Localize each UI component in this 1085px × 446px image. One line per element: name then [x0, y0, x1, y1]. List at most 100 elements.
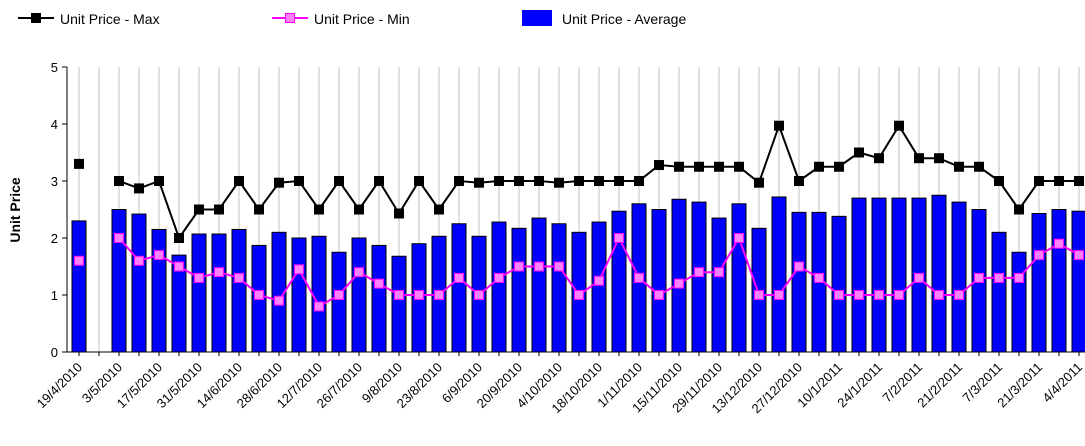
bar	[191, 233, 207, 353]
point-marker	[454, 272, 464, 283]
bar	[1031, 212, 1047, 353]
point-marker	[594, 275, 604, 286]
bar	[151, 228, 167, 353]
point-marker	[254, 290, 264, 300]
legend-marker	[285, 13, 295, 23]
point-marker	[354, 204, 364, 215]
bar	[871, 197, 887, 353]
bar	[531, 217, 547, 353]
point-marker	[1054, 176, 1064, 186]
point-marker	[774, 120, 784, 131]
point-marker	[534, 176, 544, 186]
point-marker	[894, 290, 904, 300]
y-tick-label: 2	[51, 231, 58, 246]
point-marker	[834, 290, 844, 300]
point-marker	[154, 250, 164, 261]
bar	[291, 237, 307, 353]
legend-label: Unit Price - Max	[60, 11, 160, 27]
point-marker	[374, 176, 384, 186]
point-marker	[334, 176, 344, 186]
point-marker	[934, 290, 944, 300]
point-marker	[514, 176, 524, 186]
bar	[71, 220, 87, 353]
x-tick-label: 4/4/2011	[1039, 360, 1085, 406]
point-marker	[434, 290, 444, 300]
point-marker	[414, 290, 424, 300]
point-marker	[234, 176, 244, 186]
bar	[491, 221, 507, 353]
point-marker	[794, 176, 804, 186]
point-marker	[854, 147, 864, 158]
point-marker	[914, 153, 924, 164]
point-marker	[914, 272, 924, 283]
legend-swatch	[522, 10, 552, 26]
point-marker	[514, 261, 524, 272]
bar	[931, 194, 947, 353]
point-marker	[214, 204, 224, 215]
point-marker	[134, 255, 144, 266]
point-marker	[214, 267, 224, 278]
bar	[211, 233, 227, 353]
point-marker	[534, 261, 544, 272]
bar	[671, 198, 687, 353]
point-marker	[774, 290, 784, 300]
point-marker	[374, 278, 384, 289]
point-marker	[234, 272, 244, 283]
point-marker	[1034, 176, 1044, 186]
point-marker	[974, 272, 984, 283]
bar	[171, 254, 187, 353]
point-marker	[614, 176, 624, 186]
point-marker	[754, 290, 764, 300]
bar	[331, 251, 347, 353]
point-marker	[694, 267, 704, 278]
point-marker	[114, 176, 124, 186]
point-marker	[814, 272, 824, 283]
point-marker	[554, 261, 564, 272]
point-marker	[494, 272, 504, 283]
point-marker	[574, 290, 584, 300]
point-marker	[354, 267, 364, 278]
point-marker	[454, 176, 464, 186]
y-tick-label: 1	[51, 288, 58, 303]
point-marker	[174, 261, 184, 272]
point-marker	[854, 290, 864, 300]
point-marker	[954, 290, 964, 300]
y-axis-title: Unit Price	[7, 177, 23, 243]
bar	[611, 210, 627, 353]
point-marker	[1054, 238, 1064, 249]
point-marker	[494, 176, 504, 186]
point-marker	[314, 204, 324, 215]
point-marker	[74, 158, 84, 169]
bar	[791, 211, 807, 353]
point-marker	[574, 176, 584, 186]
point-marker	[474, 290, 484, 300]
point-marker	[594, 176, 604, 186]
point-marker	[874, 290, 884, 300]
point-marker	[1074, 176, 1084, 186]
point-marker	[1014, 272, 1024, 283]
point-marker	[274, 177, 284, 188]
point-marker	[834, 161, 844, 172]
point-marker	[894, 120, 904, 131]
bar	[1071, 210, 1085, 353]
point-marker	[74, 255, 84, 266]
bar	[1011, 251, 1027, 353]
point-marker	[794, 261, 804, 272]
point-marker	[554, 177, 564, 188]
point-marker	[734, 161, 744, 172]
point-marker	[434, 204, 444, 215]
point-marker	[714, 161, 724, 172]
bar	[551, 223, 567, 353]
point-marker	[674, 161, 684, 172]
bar	[831, 215, 847, 353]
point-marker	[674, 278, 684, 289]
point-marker	[1034, 250, 1044, 261]
bar	[651, 209, 667, 353]
bar	[351, 237, 367, 353]
y-tick-label: 5	[51, 60, 58, 75]
x-tick-label: 19/4/2010	[34, 360, 86, 412]
point-marker	[314, 301, 324, 312]
point-marker	[1074, 250, 1084, 261]
point-marker	[654, 160, 664, 171]
bar	[371, 244, 387, 353]
